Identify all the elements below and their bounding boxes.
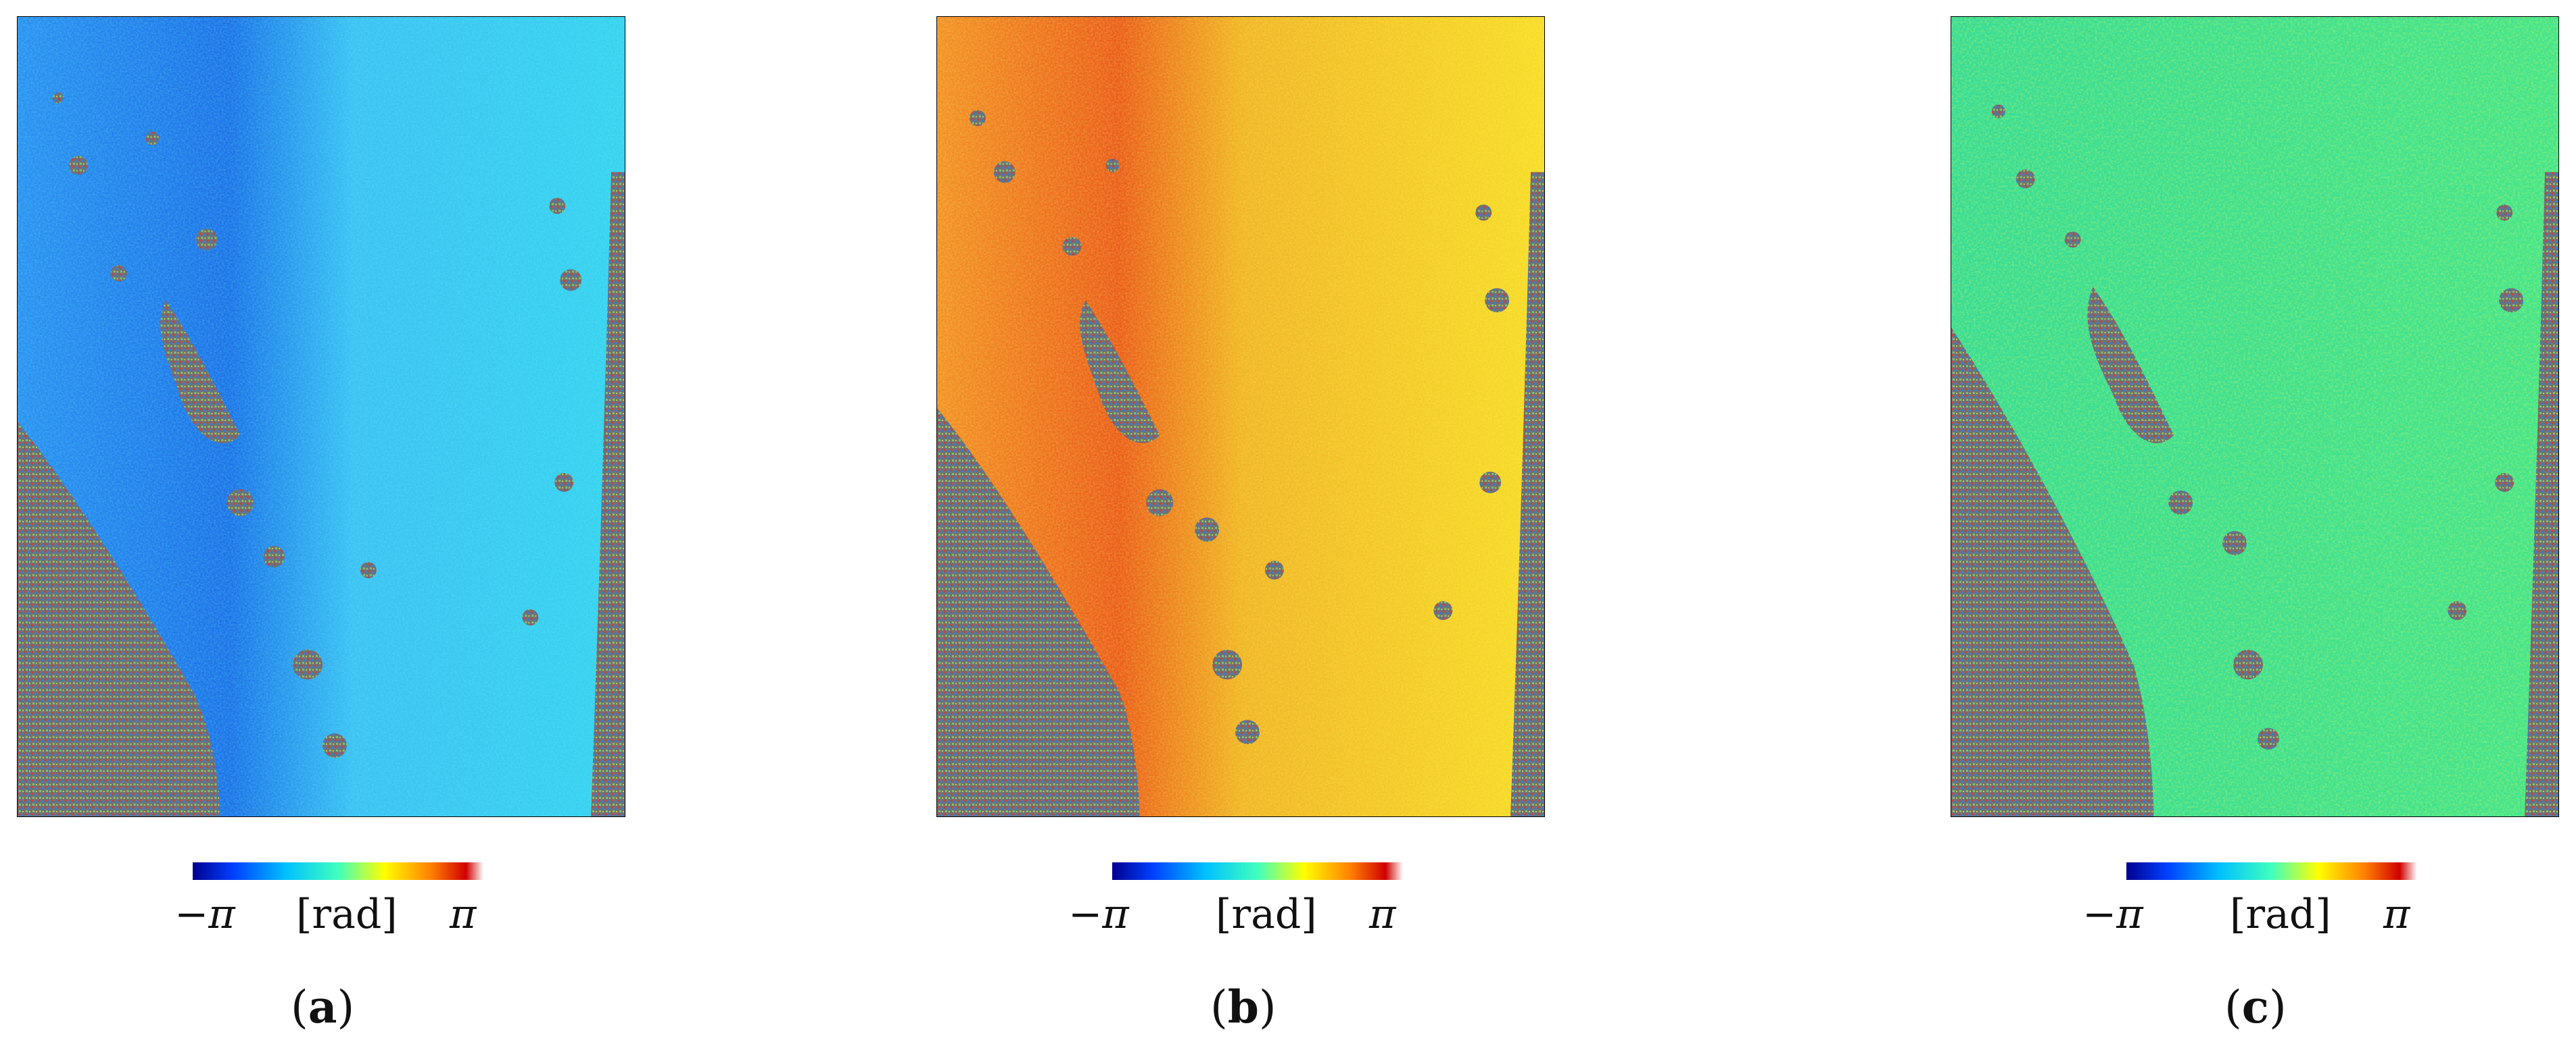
colorbar-c-unit-label: [rad] xyxy=(2230,891,2331,938)
panel-a: −π [rad] π (a) xyxy=(0,0,676,1057)
caption-b: (b) xyxy=(1210,981,1277,1033)
phase-map-c xyxy=(1951,16,2559,817)
colorbar-c-max-label: π xyxy=(2383,891,2410,938)
panel-c: −π [rad] π (c) xyxy=(1934,0,2576,1057)
colorbar-a xyxy=(193,862,483,880)
phase-map-b-image xyxy=(937,17,1544,816)
phase-map-b xyxy=(936,16,1545,817)
caption-c: (c) xyxy=(2224,981,2287,1033)
colorbar-a-unit-label: [rad] xyxy=(296,891,398,938)
colorbar-a-max-label: π xyxy=(450,891,477,938)
colorbar-b-unit-label: [rad] xyxy=(1216,891,1317,938)
colorbar-a-min-label: −π xyxy=(174,891,235,938)
colorbar-c xyxy=(2126,862,2417,880)
colorbar-b-max-label: π xyxy=(1369,891,1396,938)
colorbar-b-min-label: −π xyxy=(1068,891,1129,938)
colorbar-b xyxy=(1112,862,1403,880)
phase-map-a-image xyxy=(18,17,625,816)
phase-map-a xyxy=(17,16,625,817)
caption-a: (a) xyxy=(291,981,355,1033)
phase-map-c-image xyxy=(1951,17,2558,816)
panel-b: −π [rad] π (b) xyxy=(920,0,1596,1057)
colorbar-c-min-label: −π xyxy=(2082,891,2143,938)
